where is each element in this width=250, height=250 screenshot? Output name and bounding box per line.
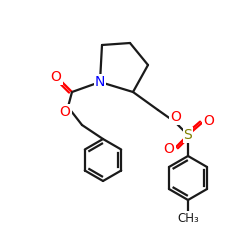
Text: N: N <box>95 75 105 89</box>
Text: O: O <box>170 110 181 124</box>
Text: O: O <box>50 70 62 84</box>
Text: O: O <box>60 105 70 119</box>
Text: O: O <box>164 142 174 156</box>
Text: O: O <box>204 114 214 128</box>
Text: S: S <box>184 128 192 142</box>
Text: CH₃: CH₃ <box>177 212 199 224</box>
